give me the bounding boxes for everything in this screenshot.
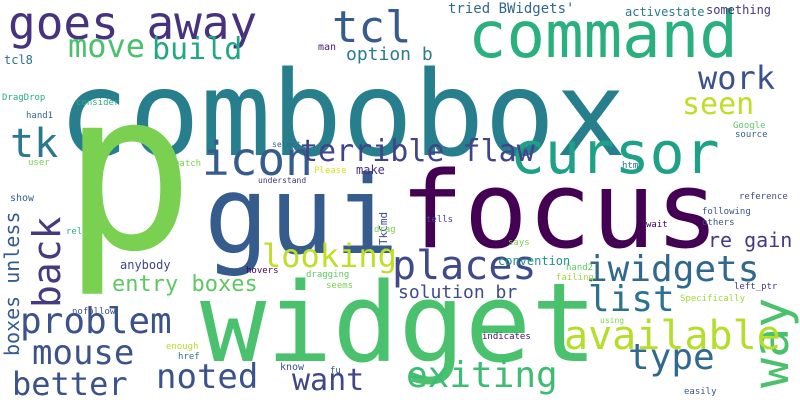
word-move: move [68, 30, 145, 62]
word-rel: rel [66, 228, 82, 237]
word-hand1: hand1 [26, 112, 53, 121]
word-option-b: option b [346, 46, 433, 64]
word-understand: understand [258, 177, 306, 185]
word-exiting: exiting [406, 358, 558, 394]
word-solution-br: solution br [398, 284, 517, 302]
word-fu: fu [330, 367, 341, 376]
word-watch: watch [174, 160, 201, 169]
word-hovers: hovers [246, 267, 279, 276]
word-left-ptr: left_ptr [734, 283, 777, 292]
word-build: build [152, 35, 242, 65]
word-anybody: anybody [120, 259, 171, 271]
word-drag: drag [374, 226, 396, 235]
word-back: back [28, 216, 66, 308]
word-terrible-flaw: terrible flaw [300, 137, 535, 167]
word-work: work [698, 62, 775, 94]
word-noted: noted [156, 360, 258, 394]
word-specifically: Specifically [680, 295, 745, 304]
word-list: list [588, 282, 675, 318]
word-please: Please [314, 167, 347, 176]
word-nofollow: nofollow [72, 308, 115, 317]
word-easily: easily [684, 388, 717, 397]
word-htm: htm [622, 162, 638, 171]
word-others: others [702, 219, 735, 228]
word-type: type [628, 340, 715, 376]
word-enough: enough [166, 343, 199, 352]
word-using: using [600, 317, 624, 325]
word-source: source [735, 131, 768, 140]
word-boxes-unless: boxes unless [2, 212, 22, 357]
word-indicates: indicates [482, 333, 531, 342]
word-convention: convention [498, 255, 570, 267]
word-href: href [178, 353, 200, 362]
word-consider: consider [76, 99, 119, 108]
word-seems: seems [326, 282, 353, 291]
word-dragdrop: DragDrop [2, 94, 45, 103]
word-tells: tells [426, 216, 453, 225]
word-tcl8: tcl8 [4, 54, 33, 66]
word-select: select [272, 141, 301, 149]
word-activestate: activestate [625, 6, 704, 18]
word-entry-boxes: entry boxes [112, 274, 258, 296]
word-man: man [318, 43, 336, 53]
word-cursor: cursor [510, 124, 720, 182]
word-failing: failing [556, 274, 594, 283]
word-make: make [356, 164, 385, 176]
word-p: p [62, 62, 194, 282]
word-dragging: dragging [306, 271, 349, 280]
word-better: better [12, 368, 128, 400]
word-says: says [508, 239, 530, 248]
word-hand2: hand2 [566, 264, 593, 273]
word-reference: reference [739, 193, 788, 202]
word-wait: wait [646, 221, 668, 230]
word-following: following [702, 208, 751, 217]
word-something: something [706, 4, 771, 16]
word-know: know [280, 363, 304, 373]
word-tried-bwidgets: tried BWidgets' [448, 2, 574, 16]
word-show: show [10, 194, 34, 204]
word-re-gain: re gain [708, 230, 792, 250]
word-user: user [28, 159, 50, 168]
